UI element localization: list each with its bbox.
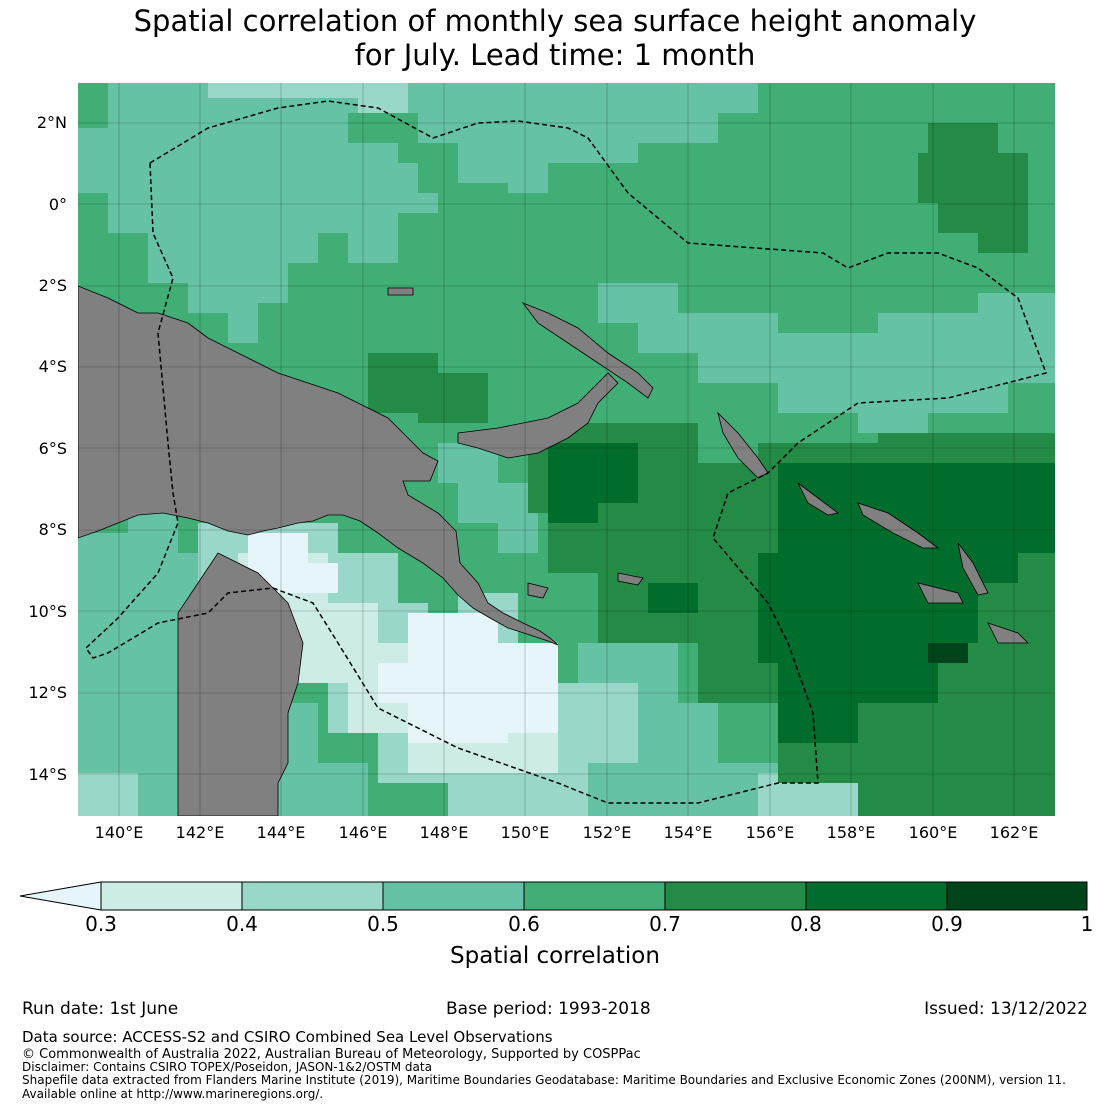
solomon-isl-2: [857, 502, 940, 549]
land: [78, 285, 1029, 816]
colorbar-bin-0.7: [665, 882, 806, 910]
dentrecasteaux: [527, 582, 549, 599]
issued-date: Issued: 13/12/2022: [924, 999, 1088, 1019]
run-date: Run date: 1st June: [22, 999, 179, 1019]
new-ireland: [521, 302, 654, 399]
patch-south-core: [648, 583, 698, 613]
patch-nw-upper: [78, 83, 438, 343]
lon-label-162e: 162°E: [989, 823, 1039, 842]
colorbar-frame: [100, 881, 1088, 911]
colorbar-label: Spatial correlation: [450, 943, 660, 969]
louisiade: [617, 572, 644, 586]
lon-label-150e: 150°E: [500, 823, 550, 842]
class-0.8-0.9: [548, 443, 1055, 743]
new-britain: [457, 372, 619, 459]
lon-label-156e: 156°E: [745, 823, 795, 842]
patch-solomon-north: [598, 283, 1055, 433]
lon-label-140e: 140°E: [94, 823, 144, 842]
patch-ne-corner: [918, 123, 1028, 253]
lat-label-8s: 8°S: [38, 520, 67, 539]
lat-label-4s: 4°S: [38, 357, 67, 376]
lon-label-160e: 160°E: [908, 823, 958, 842]
graticule: [78, 83, 1055, 816]
class-0.9-1: [928, 643, 968, 663]
lon-label-152e: 152°E: [582, 823, 632, 842]
lat-label-2n: 2°N: [36, 113, 67, 132]
patch-solomon-core: [758, 463, 1055, 743]
colorbar-tick-0.7: 0.7: [649, 912, 681, 936]
chart-title: Spatial correlation of monthly sea surfa…: [0, 4, 1110, 72]
patch-bismarck: [368, 353, 488, 423]
patch-bottom-left: [78, 773, 138, 816]
solomon-isl-4: [917, 582, 964, 604]
patch-solomon-sea-core: [548, 443, 638, 523]
patch-max: [928, 643, 968, 663]
copyright: © Commonwealth of Australia 2022, Austra…: [22, 1047, 641, 1062]
colorbar-bin-0.3: [101, 882, 242, 910]
colorbar-bin-0.8: [806, 882, 947, 910]
lon-label-146e: 146°E: [338, 823, 388, 842]
colorbar-bin-0.4: [242, 882, 383, 910]
disclaimer: Disclaimer: Contains CSIRO TOPEX/Poseido…: [22, 1060, 432, 1074]
manus: [387, 287, 414, 296]
colorbar-tick-0.5: 0.5: [367, 912, 399, 936]
colorbar-tick-0.8: 0.8: [790, 912, 822, 936]
data-source: Data source: ACCESS-S2 and CSIRO Combine…: [22, 1028, 553, 1046]
colorbar-tick-0.9: 0.9: [931, 912, 963, 936]
lat-label-0: 0°: [48, 195, 67, 214]
colorbar-bin-0.9: [947, 882, 1087, 910]
base-period: Base period: 1993-2018: [446, 999, 651, 1019]
colorbar-tick-0.6: 0.6: [508, 912, 540, 936]
cape-york: [177, 552, 304, 816]
title-line-2: for July. Lead time: 1 month: [354, 38, 756, 72]
lon-label-142e: 142°E: [175, 823, 225, 842]
solomon-isl-3: [957, 542, 989, 596]
lat-label-14s: 14°S: [28, 765, 67, 784]
colorbar-tick-1: 1: [1080, 912, 1094, 936]
colorbar: [20, 881, 1088, 911]
shapefile-credit: Shapefile data extracted from Flanders M…: [22, 1073, 1066, 1087]
patch-png-south: [438, 443, 538, 553]
colorbar-under-arrow: [20, 881, 102, 911]
colorbar-tick-0.4: 0.4: [226, 912, 258, 936]
available-online: Available online at http://www.marinereg…: [22, 1087, 324, 1101]
correlation-map: [78, 83, 1055, 816]
patch-coral-sea-core: [378, 613, 558, 743]
eez-boundary: [85, 100, 1047, 804]
patch-upper-mid: [408, 83, 758, 193]
new-guinea: [78, 285, 559, 646]
class-0.5-0.6: [78, 83, 1055, 816]
solomon-isl-5: [987, 622, 1029, 644]
lon-label-144e: 144°E: [256, 823, 306, 842]
lat-label-6s: 6°S: [38, 439, 67, 458]
lon-label-158e: 158°E: [826, 823, 876, 842]
lat-label-2s: 2°S: [38, 276, 67, 295]
colorbar-tick-0.3: 0.3: [85, 912, 117, 936]
patch-north-top: [208, 83, 408, 113]
lon-label-148e: 148°E: [419, 823, 469, 842]
colorbar-bin-0.5: [383, 882, 524, 910]
lon-label-154e: 154°E: [663, 823, 713, 842]
title-line-1: Spatial correlation of monthly sea surfa…: [133, 4, 977, 38]
colorbar-bin-0.6: [524, 882, 665, 910]
lat-label-12s: 12°S: [28, 683, 67, 702]
solomon-isl-1: [797, 482, 839, 516]
lat-label-10s: 10°S: [28, 602, 67, 621]
